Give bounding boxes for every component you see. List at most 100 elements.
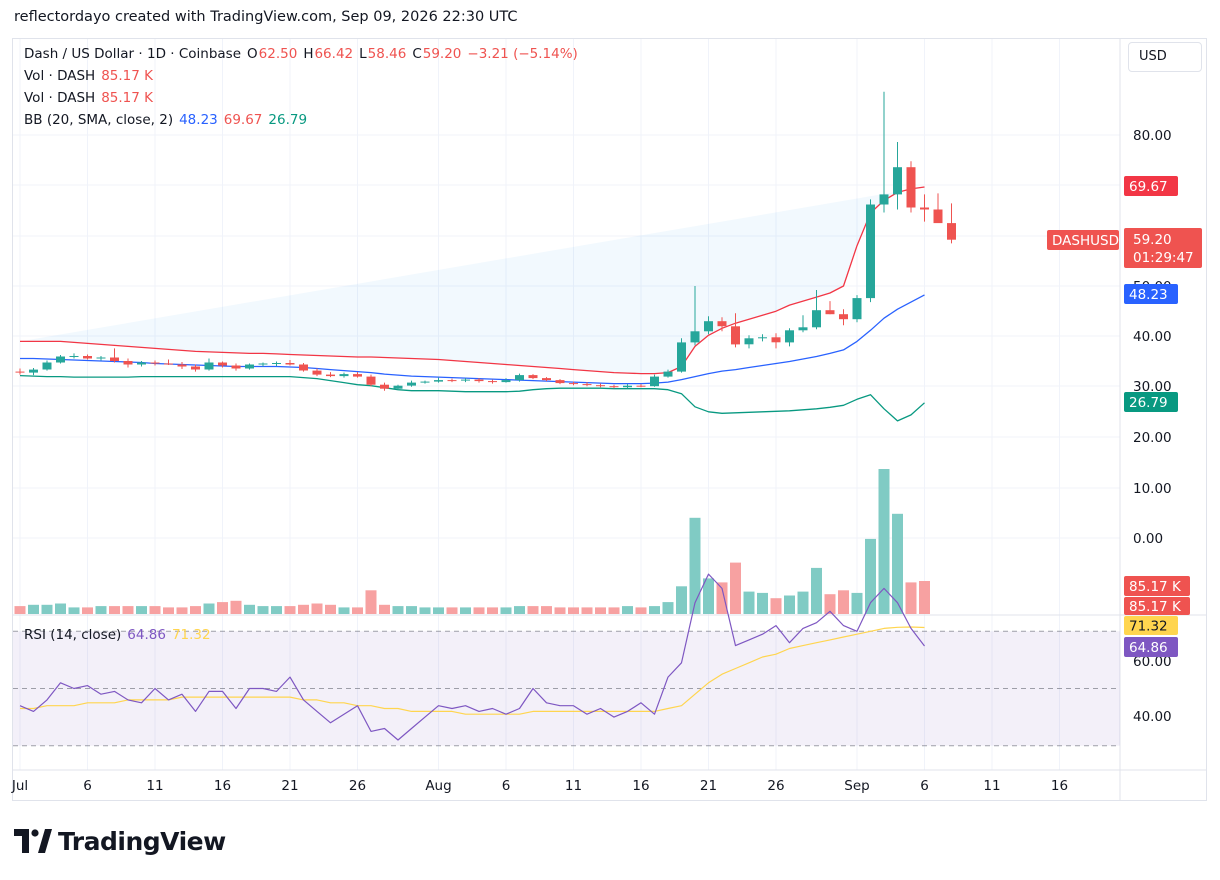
legend-vol1-row: Vol · DASH 85.17 K [24,68,159,84]
candle-body [312,370,322,375]
bb-upper-line [20,186,925,375]
time-tick-label: 21 [281,778,298,794]
time-tick-label: 21 [700,778,717,794]
volume-bar [217,602,228,614]
legend-vol2-row: Vol · DASH 85.17 K [24,90,159,106]
candle-body [528,375,538,379]
volume-bar [149,606,161,614]
candle-body [272,363,281,364]
time-tick-label: 6 [83,778,92,794]
price-tick-label: 20.00 [1133,430,1172,446]
currency-button[interactable]: USD [1128,42,1202,72]
rsi-lines [19,573,925,741]
tag-bb-lower: 26.79 [1129,395,1168,411]
candle-body [852,298,862,320]
volume-bar [203,603,215,614]
volume-bar [581,607,593,614]
candle-body [447,380,457,382]
legend-bb-label: BB (20, SMA, close, 2) [24,112,174,128]
tag-rsi-ma: 71.32 [1129,619,1168,635]
volume-bar [568,607,579,614]
candle-body [933,209,943,224]
tag-bb-upper-bg [1124,176,1178,196]
legend-bb-upper: 69.67 [223,112,263,128]
candle-body [542,378,551,381]
time-tick-label: 11 [146,778,163,794]
candle-body [623,385,632,388]
legend-symbol-row: Dash / US Dollar · 1D · Coinbase O62.50 H6… [24,46,584,62]
tag-price: 59.20 [1133,232,1172,248]
bb-fill [20,187,925,374]
candle-body [110,357,119,361]
candle-body [704,321,713,332]
time-tick-label: Sep [844,778,869,794]
bb-band-fill [20,187,925,374]
volume-bar [527,606,539,614]
volume-bar [28,604,39,614]
candle-body [758,337,767,339]
volume-bar [365,590,377,614]
candle-body [380,384,389,389]
volume-bar [284,606,296,614]
volume-bar [851,592,863,614]
volume-bar [230,600,242,614]
volume-bar [14,606,26,614]
rsi-tick-label: 60.00 [1133,654,1172,670]
candles[interactable] [15,91,957,391]
time-tick-label: 6 [920,778,929,794]
legend-low: 58.46 [367,46,407,62]
legend-rsi: 64.86 [127,627,166,643]
volume-bar [649,606,660,614]
candle-body [285,363,295,365]
candle-body [258,363,268,365]
candle-body [461,379,470,381]
volume-bar [784,595,795,614]
tag-rsi-ma-bg [1124,616,1178,635]
volume-bar [514,606,525,614]
volume-bar [824,594,836,614]
legend-vol1-label: Vol · DASH [24,68,96,84]
candle-body [434,380,443,382]
tag-vol1-bg [1124,576,1190,596]
candle-body [407,382,416,386]
time-tick-label: 11 [983,778,1000,794]
volume-bar [892,513,903,614]
volume-bar [595,607,606,614]
candle-body [947,223,956,240]
candle-body [731,326,740,345]
candle-body [798,327,808,331]
volume-bar [325,604,336,614]
volume-bar [905,582,917,614]
volume-bar [433,607,444,614]
candle-body [785,330,794,343]
candle-body [137,362,146,365]
legend-high: 66.42 [314,46,354,62]
volume-bar [757,592,768,614]
candle-body [69,356,79,357]
candle-body [744,338,754,345]
volume-bar [95,606,107,614]
volume-bar [338,607,350,614]
volume-bar [770,598,782,614]
candle-body [596,385,605,387]
candle-body [812,310,821,328]
volume-bar [419,607,431,614]
legend-vol2: 85.17 K [101,90,153,106]
volume-bar [379,604,390,614]
candle-body [650,376,659,387]
volume-bar [919,581,930,614]
time-tick-label: 16 [632,778,649,794]
volume-bar [676,586,687,614]
candle-body [555,380,565,384]
legend-low-label: L [359,46,367,62]
tradingview-logo[interactable]: TradingView [14,824,226,858]
candle-body [191,366,200,370]
candle-body [609,386,619,388]
volume-bar [865,538,876,614]
volume-bar [244,604,255,614]
grid-lines [13,39,1206,800]
volume-bar [163,607,174,614]
volume-bar [136,606,147,614]
volume-bar [109,606,120,614]
